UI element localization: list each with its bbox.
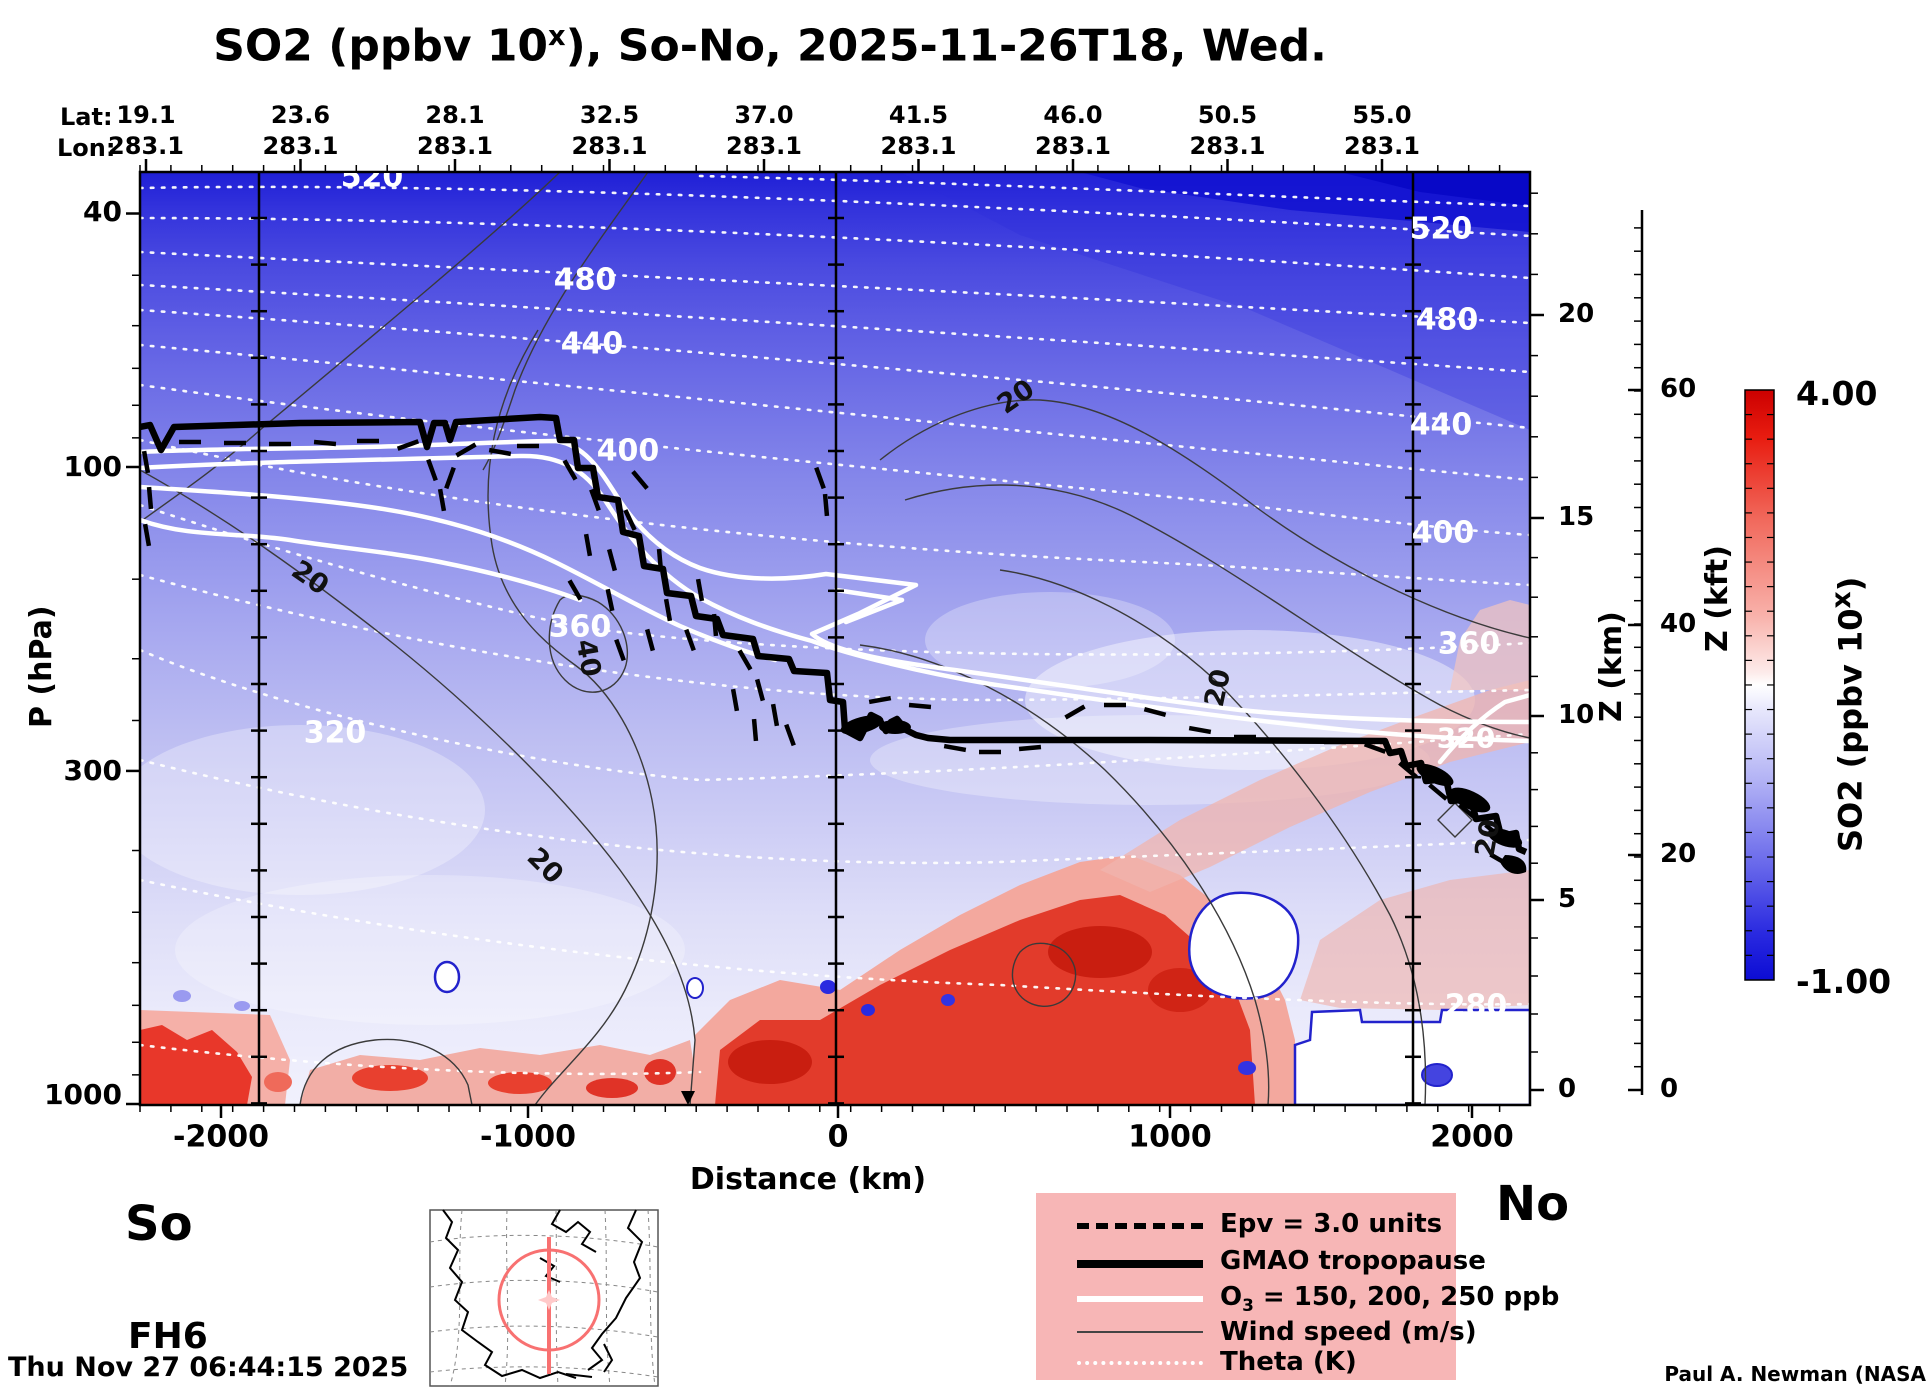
zkm-tick-label: 15 <box>1558 502 1595 532</box>
distance-tick-label: -2000 <box>173 1119 269 1155</box>
ozone-contours <box>140 438 1530 765</box>
zkft-tick-label: 60 <box>1660 374 1697 404</box>
kft-axis-ticks <box>1628 227 1642 1092</box>
lat-value: 32.5 <box>579 101 640 129</box>
legend-item: O3 = 150, 200, 250 ppb <box>1036 1280 1559 1316</box>
chart-title: SO2 (ppbv 10x), So-No, 2025-11-26T18, We… <box>213 20 1327 72</box>
distance-tick-label: -1000 <box>480 1119 576 1155</box>
credit: Paul A. Newman (NASA <box>1664 1362 1926 1386</box>
distance-tick-label: 2000 <box>1430 1119 1514 1155</box>
legend-item: Epv = 3.0 units <box>1036 1207 1456 1243</box>
lon-value: 283.1 <box>1189 132 1266 160</box>
lon-value: 283.1 <box>880 132 957 160</box>
legend-item: Theta (K) <box>1036 1345 1456 1381</box>
lat-value: 50.5 <box>1197 101 1258 129</box>
so2-filled-contours <box>140 172 1530 1105</box>
colorbar <box>1744 389 1775 981</box>
lat-value: 55.0 <box>1352 101 1412 129</box>
distance-tick-label: 0 <box>827 1119 849 1155</box>
zkft-tick-label: 0 <box>1660 1074 1679 1104</box>
colorbar-title: SO2 (ppbv 10x) <box>1826 576 1870 852</box>
zkft-tick-label: 40 <box>1660 609 1697 639</box>
lon-value: 283.1 <box>726 132 802 160</box>
forecast-hour-label: FH6 <box>128 1316 208 1357</box>
distance-axis-title: Distance (km) <box>689 1162 927 1197</box>
tropopause-line <box>140 413 1528 874</box>
lon-value: 283.1 <box>417 132 493 160</box>
legend-item-label: Theta (K) <box>1220 1347 1357 1377</box>
lon-value: 283.1 <box>262 132 339 160</box>
legend-item-label: Wind speed (m/s) <box>1220 1317 1477 1347</box>
lat-value: 41.5 <box>888 101 949 129</box>
lon-value: 283.1 <box>1344 132 1420 160</box>
lat-value: 28.1 <box>425 101 485 129</box>
station-lines <box>251 172 1421 1105</box>
colorbar-min-label: -1.00 <box>1796 962 1892 1001</box>
lat-value: 19.1 <box>116 101 176 129</box>
pressure-tick-label: 300 <box>63 754 122 787</box>
lat-value: 23.6 <box>270 101 331 129</box>
zkm-tick-label: 5 <box>1558 884 1577 914</box>
legend-item-label: O3 = 150, 200, 250 ppb <box>1220 1282 1560 1316</box>
pressure-tick-label: 100 <box>63 450 122 483</box>
south-end-label: So <box>125 1196 193 1252</box>
lon-value: 283.1 <box>571 132 648 160</box>
distance-tick-label: 1000 <box>1128 1119 1212 1155</box>
pressure-tick-label: 40 <box>83 195 122 228</box>
legend-item: GMAO tropopause <box>1036 1244 1486 1280</box>
creation-timestamp: Thu Nov 27 06:44:15 2025 <box>8 1352 409 1383</box>
thick-black-line-sample <box>1077 1260 1203 1268</box>
legend: Epv = 3.0 units GMAO tropopause O3 = 150, … <box>1036 1193 1559 1381</box>
theta-contours <box>140 174 1530 1076</box>
legend-item-label: Epv = 3.0 units <box>1220 1209 1443 1239</box>
lat-value: 37.0 <box>734 101 794 129</box>
zkm-tick-label: 10 <box>1558 700 1595 730</box>
north-end-label: No <box>1496 1176 1570 1232</box>
zkft-axis-title: Z (kft) <box>1700 545 1735 652</box>
source-marker <box>681 1091 695 1105</box>
zkft-tick-label: 20 <box>1660 839 1697 869</box>
thick-white-line-sample <box>1077 1296 1203 1302</box>
zkm-tick-label: 0 <box>1558 1074 1577 1104</box>
lon-value: 283.1 <box>1035 132 1111 160</box>
legend-item-label: GMAO tropopause <box>1220 1246 1486 1276</box>
pressure-tick-label: 1000 <box>44 1078 122 1111</box>
dashed-black-line-sample <box>1077 1223 1203 1229</box>
zkm-axis-title: Z (km) <box>1594 611 1629 722</box>
lat-row-label: Lat: <box>60 103 113 131</box>
lat-value: 46.0 <box>1043 101 1103 129</box>
map-center-star <box>538 1290 560 1310</box>
axis-ticks <box>126 159 1544 1118</box>
lon-row-label: Lon: <box>57 134 116 162</box>
thin-black-line-sample <box>1077 1331 1203 1333</box>
colorbar-max-label: 4.00 <box>1796 374 1878 413</box>
inset-map <box>429 1209 659 1387</box>
dotted-white-line-sample <box>1077 1361 1203 1365</box>
lon-value: 283.1 <box>108 132 184 160</box>
legend-item: Wind speed (m/s) <box>1036 1315 1477 1351</box>
zkm-tick-label: 20 <box>1558 299 1595 329</box>
pressure-axis-title: P (hPa) <box>24 605 59 728</box>
plot-frame <box>138 170 1532 1107</box>
